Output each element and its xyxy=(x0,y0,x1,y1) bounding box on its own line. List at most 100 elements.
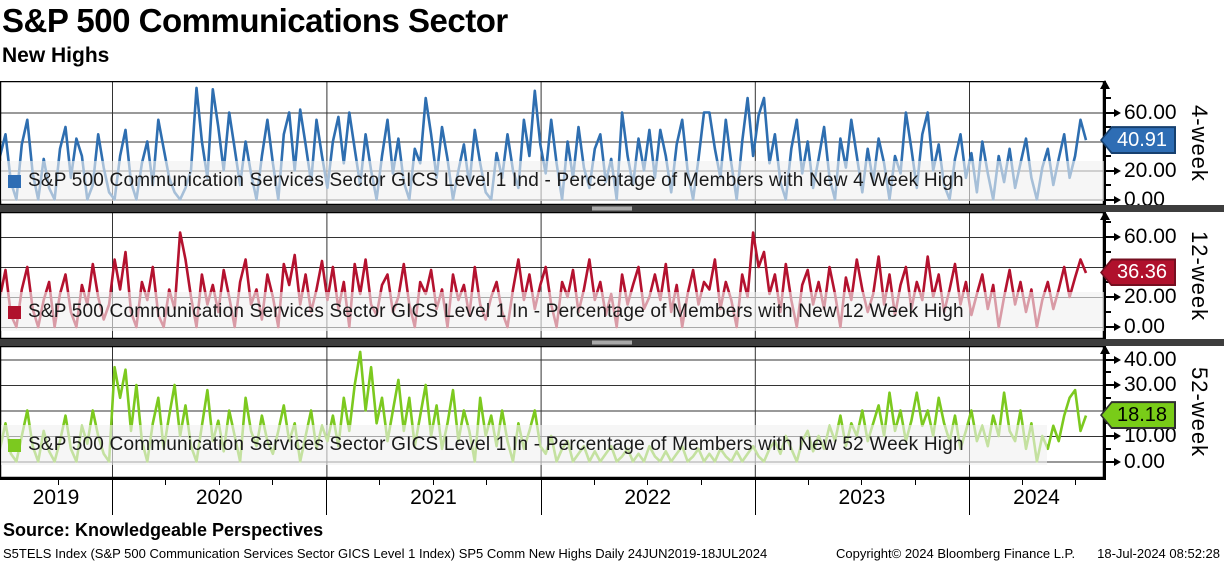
year-label: 2019 xyxy=(32,486,80,509)
year-separator xyxy=(969,478,970,515)
axis-minor-tick xyxy=(1104,126,1111,128)
last-value-badge: 40.91 xyxy=(1100,126,1176,155)
panel-separator xyxy=(0,205,1224,212)
year-separator xyxy=(540,478,542,515)
x-axis-minor-tick xyxy=(701,479,702,485)
axis-tick xyxy=(1104,198,1115,201)
x-axis-minor-tick xyxy=(915,479,916,485)
axis-minor-tick xyxy=(1104,97,1111,99)
x-axis-minor-tick xyxy=(1022,479,1023,485)
axis-tick-label: 30.00 xyxy=(1124,373,1177,396)
last-value-badge: 18.18 xyxy=(1100,401,1176,430)
axis-tick-label: 60.00 xyxy=(1124,100,1177,124)
axis-tick xyxy=(1104,111,1115,114)
page-subtitle: New Highs xyxy=(2,44,110,67)
x-axis-minor-tick xyxy=(433,479,434,485)
last-value-badge: 36.36 xyxy=(1100,258,1176,287)
axis-tick-arrow-icon xyxy=(1114,355,1121,364)
axis-minor-tick xyxy=(1104,251,1111,253)
year-separator xyxy=(326,478,328,515)
axis-top-arrow-icon xyxy=(1100,345,1110,354)
footer-index-description: S5TELS Index (S&P 500 Communication Serv… xyxy=(3,546,768,561)
axis-minor-tick xyxy=(1104,184,1111,186)
year-label: 2024 xyxy=(1013,486,1060,509)
x-axis-minor-tick xyxy=(594,479,595,485)
axis-top-arrow-icon xyxy=(1100,211,1110,220)
page-title: S&P 500 Communications Sector xyxy=(2,2,508,39)
axis-minor-tick xyxy=(1104,371,1111,374)
axis-minor-tick xyxy=(1104,447,1111,450)
x-axis-minor-tick xyxy=(486,479,487,485)
x-axis-line xyxy=(0,478,1106,480)
axis-tick xyxy=(1104,236,1115,238)
axis-tick xyxy=(1104,358,1115,361)
legend-band xyxy=(1,425,1047,465)
chart-panel-52-week: S&P 500 Communication Services Sector GI… xyxy=(0,345,1224,478)
axis-minor-tick xyxy=(1104,396,1111,399)
legend-label: S&P 500 Communication Services Sector GI… xyxy=(28,170,964,191)
axis-tick xyxy=(1104,384,1115,386)
axis-tick-arrow-icon xyxy=(1114,323,1121,331)
badge-value: 18.18 xyxy=(1102,403,1174,428)
panel-separator xyxy=(0,339,1224,346)
chart-panel-4-week: S&P 500 Communication Services Sector GI… xyxy=(0,80,1224,211)
axis-tick-label: 20.00 xyxy=(1124,285,1177,308)
x-axis-minor-tick xyxy=(808,479,809,485)
axis-tick xyxy=(1104,169,1115,172)
x-axis-minor-tick xyxy=(379,479,380,485)
x-axis-minor-tick xyxy=(58,479,59,485)
x-axis-minor-tick xyxy=(165,479,166,485)
series-line xyxy=(0,231,1088,329)
badge-value: 36.36 xyxy=(1102,260,1174,285)
axis-minor-tick xyxy=(1104,221,1111,223)
axis-minor-tick xyxy=(1104,311,1111,313)
x-axis-minor-tick xyxy=(1075,479,1076,485)
separator-grip-handle[interactable] xyxy=(592,206,632,211)
axis-tick-arrow-icon xyxy=(1114,233,1121,241)
legend-band xyxy=(1,161,1104,201)
axis-tick xyxy=(1104,435,1115,437)
axis-minor-tick xyxy=(1104,155,1111,157)
axis-tick-label: 0.00 xyxy=(1124,187,1165,211)
year-label: 2023 xyxy=(838,486,886,509)
axis-tick-arrow-icon xyxy=(1114,108,1121,117)
badge-shape: 36.36 xyxy=(1100,258,1176,287)
axis-tick-arrow-icon xyxy=(1114,381,1121,389)
legend: S&P 500 Communication Services Sector GI… xyxy=(8,433,964,457)
axis-tick-arrow-icon xyxy=(1114,195,1121,204)
legend-swatch-icon xyxy=(8,174,21,188)
year-label: 2021 xyxy=(410,486,457,509)
axis-tick xyxy=(1104,460,1115,463)
legend-band xyxy=(1,292,1104,331)
badge-shape: 18.18 xyxy=(1100,401,1176,430)
year-separator xyxy=(112,478,113,515)
year-label: 2022 xyxy=(624,486,672,509)
panel-side-label: 4-week xyxy=(1187,104,1212,182)
legend: S&P 500 Communication Services Sector GI… xyxy=(8,300,964,324)
axis-tick-label: 0.00 xyxy=(1124,315,1165,338)
separator-grip-handle[interactable] xyxy=(592,340,632,345)
axis-tick-label: 10.00 xyxy=(1124,424,1177,447)
chart-panel-12-week: S&P 500 Communication Services Sector GI… xyxy=(0,211,1224,339)
year-separator xyxy=(754,478,756,515)
axis-top-arrow-icon xyxy=(1100,80,1110,89)
badge-shape: 40.91 xyxy=(1100,126,1176,155)
axis-tick-arrow-icon xyxy=(1114,457,1121,466)
axis-tick-arrow-icon xyxy=(1114,432,1121,440)
x-axis-minor-tick xyxy=(647,479,648,485)
footer-timestamp: 18-Jul-2024 08:52:28 xyxy=(1097,546,1220,561)
axis-tick-arrow-icon xyxy=(1114,293,1121,301)
axis-tick-label: 20.00 xyxy=(1124,158,1177,182)
x-axis-minor-tick xyxy=(861,479,862,485)
axis-tick-label: 60.00 xyxy=(1124,225,1177,248)
x-axis-minor-tick xyxy=(272,479,273,485)
badge-value: 40.91 xyxy=(1102,128,1174,153)
axis-minor-tick xyxy=(1104,281,1111,283)
footer-copyright: Copyright© 2024 Bloomberg Finance L.P. xyxy=(836,546,1076,561)
legend: S&P 500 Communication Services Sector GI… xyxy=(8,169,964,193)
axis-tick-label: 40.00 xyxy=(1124,347,1177,371)
source-line: Source: Knowledgeable Perspectives xyxy=(3,520,324,540)
axis-tick-label: 0.00 xyxy=(1124,449,1165,473)
axis-tick-arrow-icon xyxy=(1114,166,1121,175)
